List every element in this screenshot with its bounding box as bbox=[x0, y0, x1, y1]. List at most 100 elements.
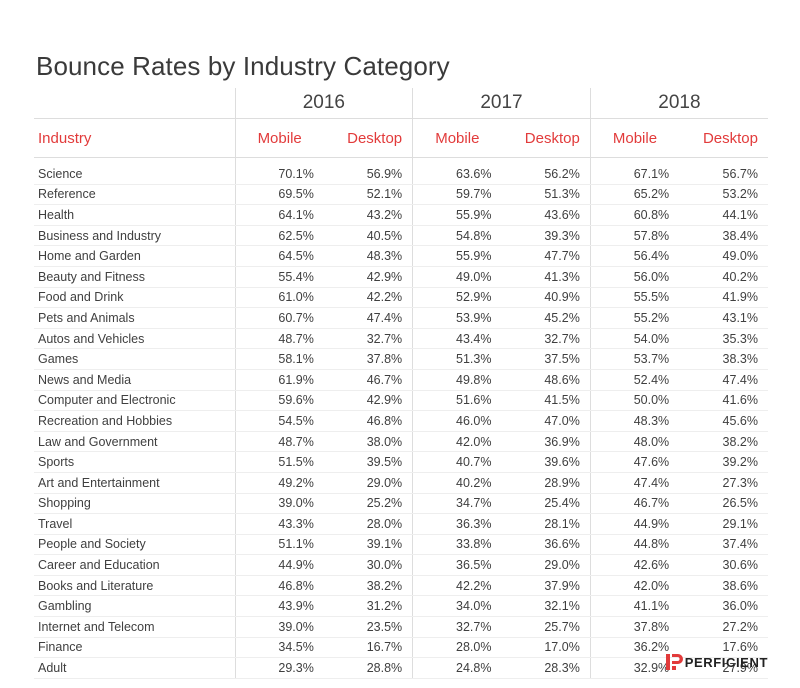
mobile-value-cell: 44.8% bbox=[589, 534, 680, 556]
table-row: Sports 51.5% 39.5% 40.7% 39.6% 47.6% 39.2% bbox=[34, 451, 768, 473]
industry-cell: Games bbox=[34, 348, 235, 370]
mobile-value-cell: 60.8% bbox=[589, 204, 680, 226]
desktop-value-cell: 53.2% bbox=[679, 184, 768, 206]
industry-cell: Sports bbox=[34, 451, 235, 473]
table-row: Beauty and Fitness 55.4% 42.9% 49.0% 41.3% 56… bbox=[34, 266, 768, 288]
desktop-value-cell: 36.0% bbox=[679, 595, 768, 618]
industry-cell: Art and Entertainment bbox=[34, 472, 235, 494]
table-row: Games 58.1% 37.8% 51.3% 37.5% 53.7% 38.3% bbox=[34, 348, 768, 370]
mobile-value-cell: 49.2% bbox=[234, 472, 324, 494]
mobile-value-cell: 67.1% bbox=[589, 164, 680, 185]
mobile-value-cell: 42.2% bbox=[412, 575, 502, 597]
desktop-value-cell: 31.2% bbox=[323, 595, 413, 618]
table-row: Reference 69.5% 52.1% 59.7% 51.3% 65.2% 53.2% bbox=[34, 184, 768, 206]
desktop-header-2016: Desktop bbox=[323, 118, 413, 158]
mobile-value-cell: 52.4% bbox=[589, 369, 680, 391]
desktop-value-cell: 52.1% bbox=[323, 184, 413, 206]
spacer-row bbox=[34, 157, 768, 164]
desktop-value-cell: 40.2% bbox=[679, 266, 768, 288]
table-row: Recreation and Hobbies 54.5% 46.8% 46.0% 47.… bbox=[34, 410, 768, 432]
mobile-value-cell: 69.5% bbox=[234, 184, 324, 206]
mobile-value-cell: 43.4% bbox=[412, 328, 502, 350]
mobile-value-cell: 36.5% bbox=[412, 554, 502, 576]
desktop-value-cell: 41.6% bbox=[679, 390, 768, 412]
desktop-value-cell: 38.2% bbox=[679, 431, 768, 453]
industry-cell: Internet and Telecom bbox=[34, 616, 235, 638]
desktop-header-2017: Desktop bbox=[501, 118, 591, 158]
mobile-value-cell: 56.0% bbox=[589, 266, 680, 288]
desktop-value-cell: 27.3% bbox=[679, 472, 768, 494]
mobile-value-cell: 42.0% bbox=[589, 575, 680, 597]
desktop-value-cell: 17.6% bbox=[679, 637, 768, 659]
industry-cell: Career and Education bbox=[34, 554, 235, 576]
industry-cell: Recreation and Hobbies bbox=[34, 410, 235, 432]
industry-cell: Books and Literature bbox=[34, 575, 235, 597]
mobile-value-cell: 43.9% bbox=[234, 595, 324, 618]
industry-cell: Adult bbox=[34, 657, 235, 679]
desktop-value-cell: 25.7% bbox=[501, 616, 591, 638]
desktop-value-cell: 39.3% bbox=[501, 225, 591, 247]
mobile-value-cell: 33.8% bbox=[412, 534, 502, 556]
mobile-value-cell: 55.9% bbox=[412, 245, 502, 267]
mobile-value-cell: 59.7% bbox=[412, 184, 502, 206]
mobile-value-cell: 34.7% bbox=[412, 493, 502, 515]
mobile-value-cell: 55.5% bbox=[589, 287, 680, 309]
desktop-value-cell: 32.7% bbox=[323, 328, 413, 350]
industry-cell: Health bbox=[34, 204, 235, 226]
mobile-header-2016: Mobile bbox=[234, 118, 324, 158]
industry-cell: News and Media bbox=[34, 369, 235, 391]
mobile-value-cell: 51.3% bbox=[412, 348, 502, 370]
desktop-value-cell: 42.9% bbox=[323, 266, 413, 288]
mobile-value-cell: 37.8% bbox=[589, 616, 680, 638]
year-header-blank bbox=[34, 88, 235, 119]
mobile-value-cell: 54.0% bbox=[589, 328, 680, 350]
desktop-value-cell: 37.8% bbox=[323, 348, 413, 370]
mobile-value-cell: 51.6% bbox=[412, 390, 502, 412]
mobile-value-cell: 29.3% bbox=[234, 657, 324, 679]
desktop-value-cell: 47.7% bbox=[501, 245, 591, 267]
mobile-value-cell: 48.0% bbox=[589, 431, 680, 453]
mobile-value-cell: 59.6% bbox=[234, 390, 324, 412]
mobile-value-cell: 51.1% bbox=[234, 534, 324, 556]
desktop-value-cell: 27.2% bbox=[679, 616, 768, 638]
mobile-value-cell: 46.7% bbox=[589, 493, 680, 515]
column-header-row: Industry Mobile Desktop Mobile Desktop M… bbox=[34, 118, 768, 158]
brand-name: PERFICIENT bbox=[684, 654, 768, 670]
desktop-value-cell: 43.6% bbox=[501, 204, 591, 226]
table-row: Adult 29.3% 28.8% 24.8% 28.3% 32.9% 27.9% bbox=[34, 657, 768, 679]
industry-cell: Gambling bbox=[34, 595, 235, 618]
desktop-value-cell: 17.0% bbox=[501, 637, 591, 659]
table-row: Books and Literature 46.8% 38.2% 42.2% 37.9%… bbox=[34, 575, 768, 597]
desktop-value-cell: 40.9% bbox=[501, 287, 591, 309]
desktop-value-cell: 32.1% bbox=[501, 595, 591, 618]
mobile-header-2017: Mobile bbox=[412, 118, 502, 158]
bounce-rate-table: 2016 2017 2018 Industry Mobile Desktop M… bbox=[34, 88, 768, 679]
desktop-value-cell: 38.6% bbox=[679, 575, 768, 597]
desktop-value-cell: 39.5% bbox=[323, 451, 413, 473]
desktop-value-cell: 28.3% bbox=[501, 657, 591, 679]
mobile-value-cell: 40.7% bbox=[412, 451, 502, 473]
perficient-logo: PERFICIENT bbox=[665, 654, 768, 670]
desktop-value-cell: 30.0% bbox=[323, 554, 413, 576]
desktop-value-cell: 40.5% bbox=[323, 225, 413, 247]
mobile-value-cell: 41.1% bbox=[589, 595, 680, 618]
mobile-value-cell: 32.7% bbox=[412, 616, 502, 638]
mobile-value-cell: 34.5% bbox=[234, 637, 324, 659]
desktop-value-cell: 42.9% bbox=[323, 390, 413, 412]
mobile-value-cell: 48.7% bbox=[234, 328, 324, 350]
desktop-value-cell: 25.2% bbox=[323, 493, 413, 515]
table-row: Gambling 43.9% 31.2% 34.0% 32.1% 41.1% 36.0% bbox=[34, 595, 768, 618]
desktop-value-cell: 29.0% bbox=[323, 472, 413, 494]
mobile-value-cell: 49.8% bbox=[412, 369, 502, 391]
mobile-value-cell: 36.3% bbox=[412, 513, 502, 535]
desktop-value-cell: 28.9% bbox=[501, 472, 591, 494]
desktop-value-cell: 41.3% bbox=[501, 266, 591, 288]
mobile-value-cell: 70.1% bbox=[234, 164, 324, 185]
mobile-value-cell: 55.2% bbox=[589, 307, 680, 329]
mobile-value-cell: 39.0% bbox=[234, 493, 324, 515]
industry-cell: Law and Government bbox=[34, 431, 235, 453]
mobile-value-cell: 39.0% bbox=[234, 616, 324, 638]
mobile-value-cell: 42.6% bbox=[589, 554, 680, 576]
industry-cell: Home and Garden bbox=[34, 245, 235, 267]
industry-cell: Business and Industry bbox=[34, 225, 235, 247]
